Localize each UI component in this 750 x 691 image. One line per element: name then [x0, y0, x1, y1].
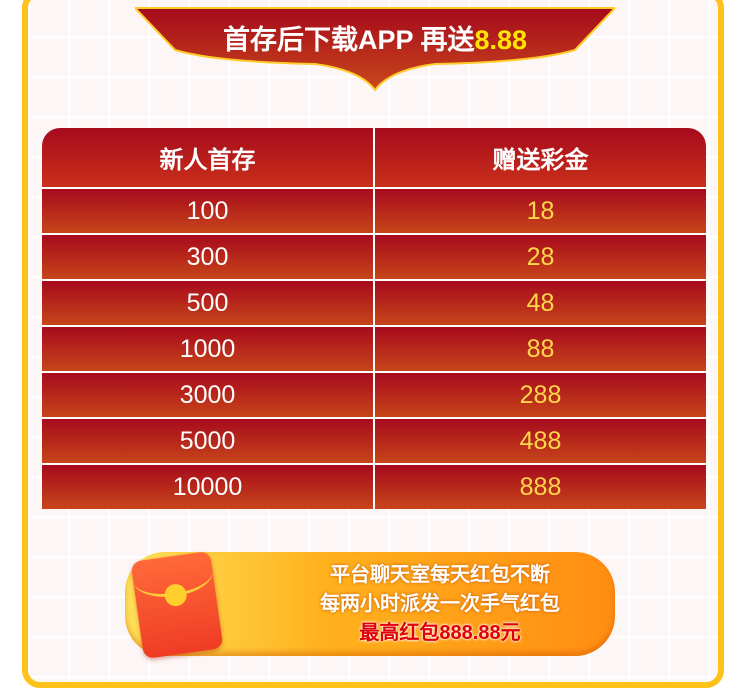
bonus-cell: 28 [526, 242, 555, 271]
deposit-cell: 300 [42, 235, 375, 279]
table-row: 100 18 [42, 187, 706, 233]
promo-line-2: 每两小时派发一次手气红包 [320, 593, 560, 615]
table-row: 10000 888 [42, 463, 706, 509]
deposit-cell: 5000 [42, 419, 375, 463]
red-envelope-icon [130, 550, 224, 660]
bonus-cell: 288 [519, 380, 562, 409]
deposit-cell: 100 [42, 189, 375, 233]
promo-line-3: 最高红包888.88元 [359, 622, 521, 644]
header-deposit: 新人首存 [42, 128, 375, 187]
table-header: 新人首存 赠送彩金 [42, 128, 706, 187]
banner-text: 首存后下载APP 再送 [222, 25, 475, 55]
bonus-cell: 488 [519, 426, 562, 455]
table-row: 300 28 [42, 233, 706, 279]
bonus-table: 新人首存 赠送彩金 100 18 300 28 500 48 1000 88 3000 288 50… [42, 128, 706, 509]
table-row: 500 48 [42, 279, 706, 325]
deposit-cell: 500 [42, 281, 375, 325]
promo-text: 平台聊天室每天红包不断 每两小时派发一次手气红包 最高红包888.88元 [280, 561, 600, 648]
banner-title: 首存后下载APP 再送8.88 [135, 18, 615, 57]
table-row: 3000 288 [42, 371, 706, 417]
table-row: 1000 88 [42, 325, 706, 371]
table-row: 5000 488 [42, 417, 706, 463]
deposit-cell: 1000 [42, 327, 375, 371]
bonus-cell: 18 [526, 196, 555, 225]
deposit-cell: 3000 [42, 373, 375, 417]
promo-line-1: 平台聊天室每天红包不断 [330, 564, 550, 586]
header-bonus: 赠送彩金 [492, 147, 589, 174]
banner-highlight: 8.88 [474, 25, 528, 55]
bonus-cell: 48 [526, 288, 555, 317]
deposit-cell: 10000 [42, 465, 375, 509]
bonus-cell: 888 [519, 472, 562, 501]
bonus-cell: 88 [526, 334, 555, 363]
banner-ribbon [135, 7, 615, 92]
